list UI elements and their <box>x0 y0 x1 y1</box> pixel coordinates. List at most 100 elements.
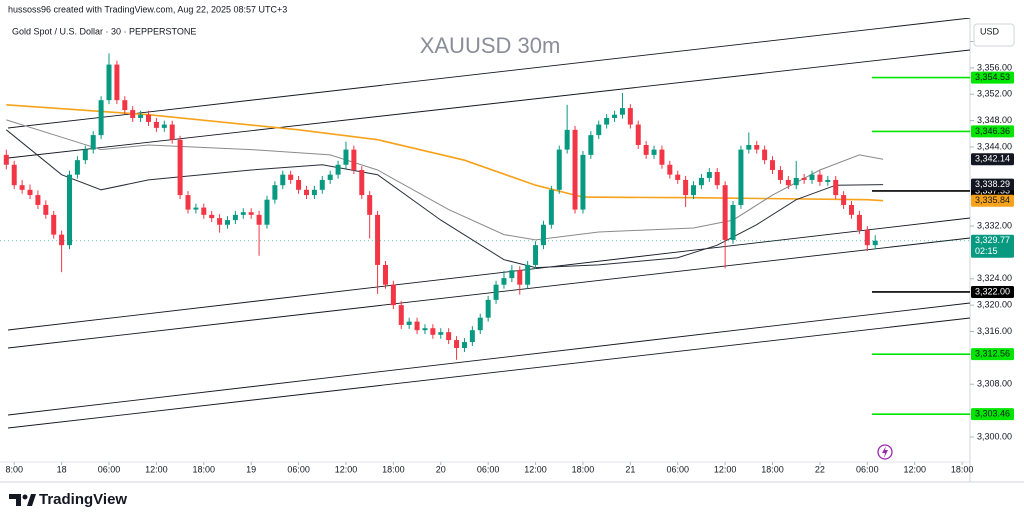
candle-body <box>209 214 215 219</box>
candle-body <box>604 117 610 125</box>
candle-body <box>51 214 57 235</box>
x-tick-label: 18:00 <box>572 464 595 474</box>
plot <box>0 53 970 360</box>
candle-body <box>596 124 602 136</box>
candle-body <box>730 204 736 240</box>
candle-body <box>509 270 515 279</box>
candle-body <box>525 264 531 285</box>
candle-body <box>659 149 665 165</box>
candle-body <box>288 174 294 180</box>
trend-line <box>7 49 970 159</box>
candle-body <box>382 264 388 285</box>
candle-body <box>280 174 286 186</box>
candle-body <box>438 332 444 335</box>
candle-body <box>327 174 333 180</box>
candle-body <box>367 195 373 215</box>
y-tick-label: 3,348.00 <box>977 115 1012 125</box>
y-tick-label: 3,332.00 <box>977 220 1012 230</box>
candle-body <box>588 135 594 155</box>
candle-body <box>122 100 128 111</box>
trend-line <box>7 237 970 349</box>
candle-body <box>375 214 381 265</box>
candle-body <box>217 218 223 225</box>
alert-bolt[interactable] <box>882 446 888 458</box>
candle-body <box>785 179 791 186</box>
candle-body <box>82 149 88 161</box>
candle-body <box>390 284 396 306</box>
x-tick-label: 06:00 <box>98 464 121 474</box>
alert-icon[interactable] <box>877 444 893 460</box>
candle-body <box>540 224 546 246</box>
candle-body <box>612 114 618 118</box>
y-tick-label: 3,300.00 <box>977 431 1012 441</box>
candle-body <box>548 189 554 225</box>
candle-body <box>619 108 625 115</box>
candle-body <box>635 124 641 145</box>
candle-body <box>177 139 183 196</box>
price-level-box <box>971 71 1014 84</box>
y-tick-label: 3,352.00 <box>977 89 1012 99</box>
y-tick-label: 3,356.00 <box>977 62 1012 72</box>
candle-body <box>35 195 41 205</box>
candle-body <box>517 270 523 285</box>
candle-body <box>3 154 9 165</box>
candle-body <box>754 144 760 150</box>
candle-body <box>572 129 578 210</box>
x-tick-label: 19 <box>246 464 256 474</box>
logo <box>9 494 36 506</box>
y-tick-label: 3,344.00 <box>977 141 1012 151</box>
candle-body <box>698 177 704 186</box>
x-tick-label: 06:00 <box>287 464 310 474</box>
credit: hussoss96 created with TradingView.com, … <box>8 4 287 14</box>
last-price-box <box>971 234 1014 258</box>
candle-body <box>469 330 475 343</box>
ma-value-label: 3,342.14 <box>975 154 1010 164</box>
moving-average <box>5 129 884 269</box>
price-level-box <box>971 285 1014 298</box>
alert-circle[interactable] <box>877 444 893 460</box>
candle-body <box>651 149 657 155</box>
candle-body <box>722 185 728 240</box>
candle-body <box>319 179 325 190</box>
candle-body <box>762 149 768 161</box>
candle-body <box>833 179 839 196</box>
candle-body <box>138 114 144 118</box>
x-tick-label: 18:00 <box>761 464 784 474</box>
candle-body <box>477 317 483 331</box>
candle-body <box>59 234 65 246</box>
candle-body <box>74 160 80 175</box>
x-tick-label: 12:00 <box>903 464 926 474</box>
candle-body <box>114 64 120 101</box>
candle-body <box>296 179 302 190</box>
y-tick-label: 3,320.00 <box>977 300 1012 310</box>
branding: TradingView <box>39 491 127 508</box>
x-tick-label: 12:00 <box>335 464 358 474</box>
candle-body <box>714 172 720 186</box>
candle-body <box>627 108 633 125</box>
candle-body <box>232 214 238 221</box>
candle-body <box>224 220 230 225</box>
moving-average <box>6 119 884 241</box>
candle-body <box>264 199 270 225</box>
watermark: XAUUSD 30m <box>420 33 561 58</box>
candle-body <box>864 230 870 246</box>
candle-body <box>856 214 862 231</box>
candle-body <box>683 179 689 196</box>
candle-body <box>406 321 412 325</box>
trend-line <box>7 217 970 331</box>
currency: USD <box>980 26 1000 36</box>
candle-body <box>169 124 175 140</box>
x-tick-label: 12:00 <box>145 464 168 474</box>
y-tick-label: 3,324.00 <box>977 273 1012 283</box>
axes: 3,360.003,356.003,352.003,348.003,344.00… <box>5 36 1014 474</box>
trend-line <box>7 18 970 129</box>
candle-body <box>493 284 499 300</box>
candle-body <box>746 144 752 150</box>
candle-body <box>248 212 254 215</box>
candle-body <box>461 342 467 348</box>
x-tick-label: 12:00 <box>524 464 547 474</box>
candle-body <box>801 177 807 180</box>
trend-line <box>7 317 970 429</box>
